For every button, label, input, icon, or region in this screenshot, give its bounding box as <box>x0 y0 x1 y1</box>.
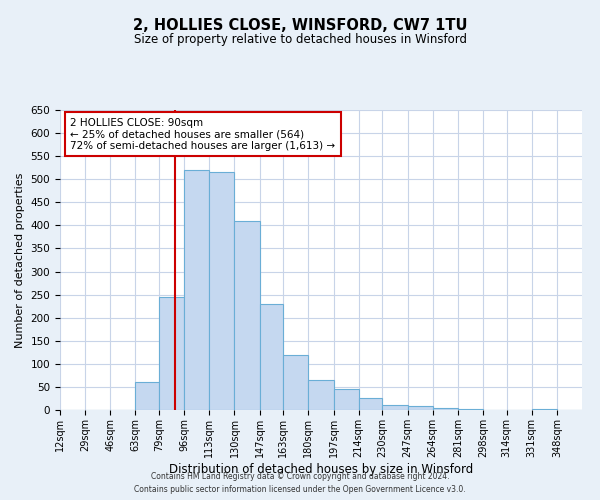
Bar <box>308 380 334 410</box>
Bar <box>433 408 458 410</box>
Text: Contains HM Land Registry data © Crown copyright and database right 2024.: Contains HM Land Registry data © Crown c… <box>151 472 449 481</box>
Bar <box>184 170 209 410</box>
Text: 2, HOLLIES CLOSE, WINSFORD, CW7 1TU: 2, HOLLIES CLOSE, WINSFORD, CW7 1TU <box>133 18 467 32</box>
Text: Size of property relative to detached houses in Winsford: Size of property relative to detached ho… <box>133 32 467 46</box>
Text: 2 HOLLIES CLOSE: 90sqm
← 25% of detached houses are smaller (564)
72% of semi-de: 2 HOLLIES CLOSE: 90sqm ← 25% of detached… <box>70 118 335 150</box>
Bar <box>532 408 557 410</box>
Bar <box>136 382 159 410</box>
Bar <box>283 354 308 410</box>
Bar <box>235 221 260 410</box>
Bar <box>382 406 407 410</box>
Text: Contains public sector information licensed under the Open Government Licence v3: Contains public sector information licen… <box>134 485 466 494</box>
Bar <box>359 398 382 410</box>
Bar <box>209 172 235 410</box>
Bar <box>159 297 184 410</box>
Bar <box>458 409 483 410</box>
Bar <box>260 304 283 410</box>
Y-axis label: Number of detached properties: Number of detached properties <box>15 172 25 348</box>
Bar <box>334 389 359 410</box>
X-axis label: Distribution of detached houses by size in Winsford: Distribution of detached houses by size … <box>169 462 473 475</box>
Bar <box>407 406 433 410</box>
